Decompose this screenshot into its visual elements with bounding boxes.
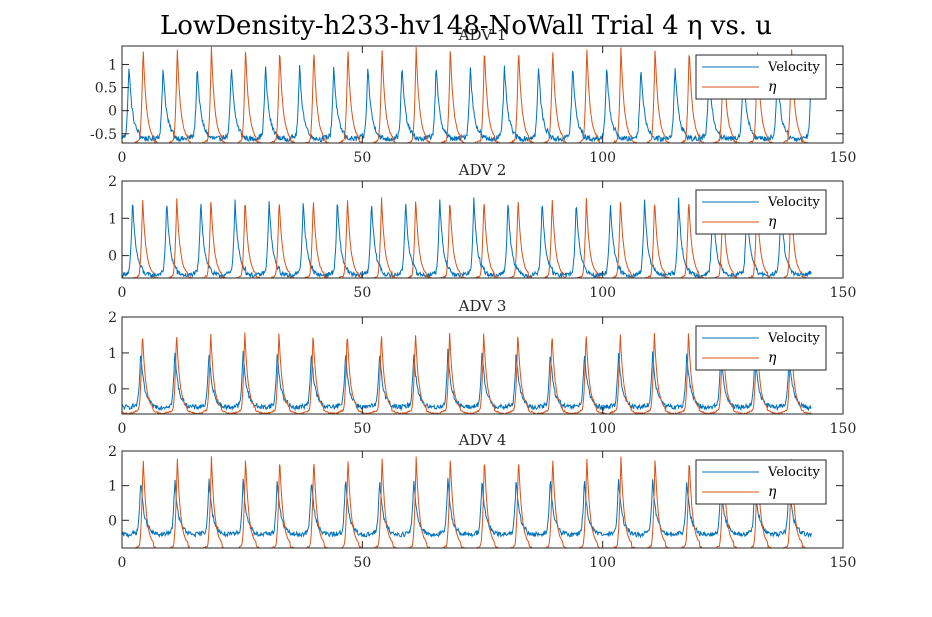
- y-tick-label: 0.5: [95, 81, 117, 97]
- x-tick-label: 0: [118, 150, 127, 166]
- legend-label-velocity: Velocity: [767, 465, 821, 480]
- y-tick-label: 1: [108, 211, 117, 227]
- x-tick-label: 100: [589, 285, 616, 301]
- x-tick-label: 100: [589, 150, 616, 166]
- series-line-velocity: [122, 478, 812, 539]
- x-tick-label: 150: [830, 285, 857, 301]
- x-tick-label: 50: [353, 285, 371, 301]
- axes-title: ADV 4: [458, 431, 507, 449]
- legend: Velocity η: [695, 54, 827, 100]
- x-tick-label: 0: [118, 421, 127, 437]
- x-tick-label: 50: [353, 421, 371, 437]
- axes-title: ADV 1: [458, 26, 507, 44]
- x-tick-label: 150: [830, 421, 857, 437]
- legend: Velocity η: [695, 459, 827, 505]
- legend-box: [695, 189, 827, 235]
- y-tick-label: 0: [108, 513, 117, 529]
- legend-box: [695, 325, 827, 371]
- figure-title: LowDensity-h233-hv148-NoWall Trial 4 η v…: [160, 11, 772, 41]
- x-tick-label: 0: [118, 285, 127, 301]
- series-line-eta: [122, 332, 812, 414]
- series-line-velocity: [122, 197, 812, 278]
- axes-title: ADV 2: [458, 161, 507, 179]
- x-tick-label: 0: [118, 555, 127, 571]
- legend-label-eta: η: [768, 350, 777, 366]
- axes-frame: [121, 450, 844, 549]
- axes-2: 0 50 100 150 0 1 2 ADV 2 Velocity η: [108, 161, 856, 301]
- legend-label-eta: η: [768, 484, 777, 500]
- y-tick-label: -0.5: [90, 127, 117, 143]
- legend-label-eta: η: [768, 214, 777, 230]
- x-tick-label: 50: [353, 150, 371, 166]
- axes-3: 0 50 100 150 0 1 2 ADV 3 Velocity η: [108, 297, 856, 437]
- x-tick-label: 100: [589, 555, 616, 571]
- axes-frame: [121, 180, 844, 279]
- legend-box: [695, 54, 827, 100]
- y-tick-label: 0: [108, 382, 117, 398]
- y-tick-label: 2: [108, 174, 117, 190]
- y-tick-label: 0: [108, 104, 117, 120]
- axes-frame: [121, 316, 844, 415]
- axes-4: 0 50 100 150 0 1 2 ADV 4 Velocity η: [108, 431, 856, 571]
- legend: Velocity η: [695, 189, 827, 235]
- legend-label-velocity: Velocity: [767, 331, 821, 346]
- legend: Velocity η: [695, 325, 827, 371]
- x-tick-label: 150: [830, 150, 857, 166]
- y-tick-label: 2: [108, 444, 117, 460]
- y-tick-label: 0: [108, 249, 117, 265]
- y-tick-label: 1: [108, 57, 117, 73]
- legend-box: [695, 459, 827, 505]
- y-tick-label: 2: [108, 310, 117, 326]
- x-tick-label: 100: [589, 421, 616, 437]
- legend-label-velocity: Velocity: [767, 195, 821, 210]
- x-tick-label: 150: [830, 555, 857, 571]
- legend-label-eta: η: [768, 79, 777, 95]
- legend-label-velocity: Velocity: [767, 60, 821, 75]
- y-tick-label: 1: [108, 479, 117, 495]
- x-tick-label: 50: [353, 555, 371, 571]
- y-tick-label: 1: [108, 346, 117, 362]
- axes-title: ADV 3: [458, 297, 507, 315]
- series-line-velocity: [122, 348, 812, 412]
- axes-frame: [121, 45, 844, 144]
- series-line-eta: [122, 46, 810, 143]
- series-line-eta: [122, 456, 806, 548]
- series-line-velocity: [122, 62, 812, 143]
